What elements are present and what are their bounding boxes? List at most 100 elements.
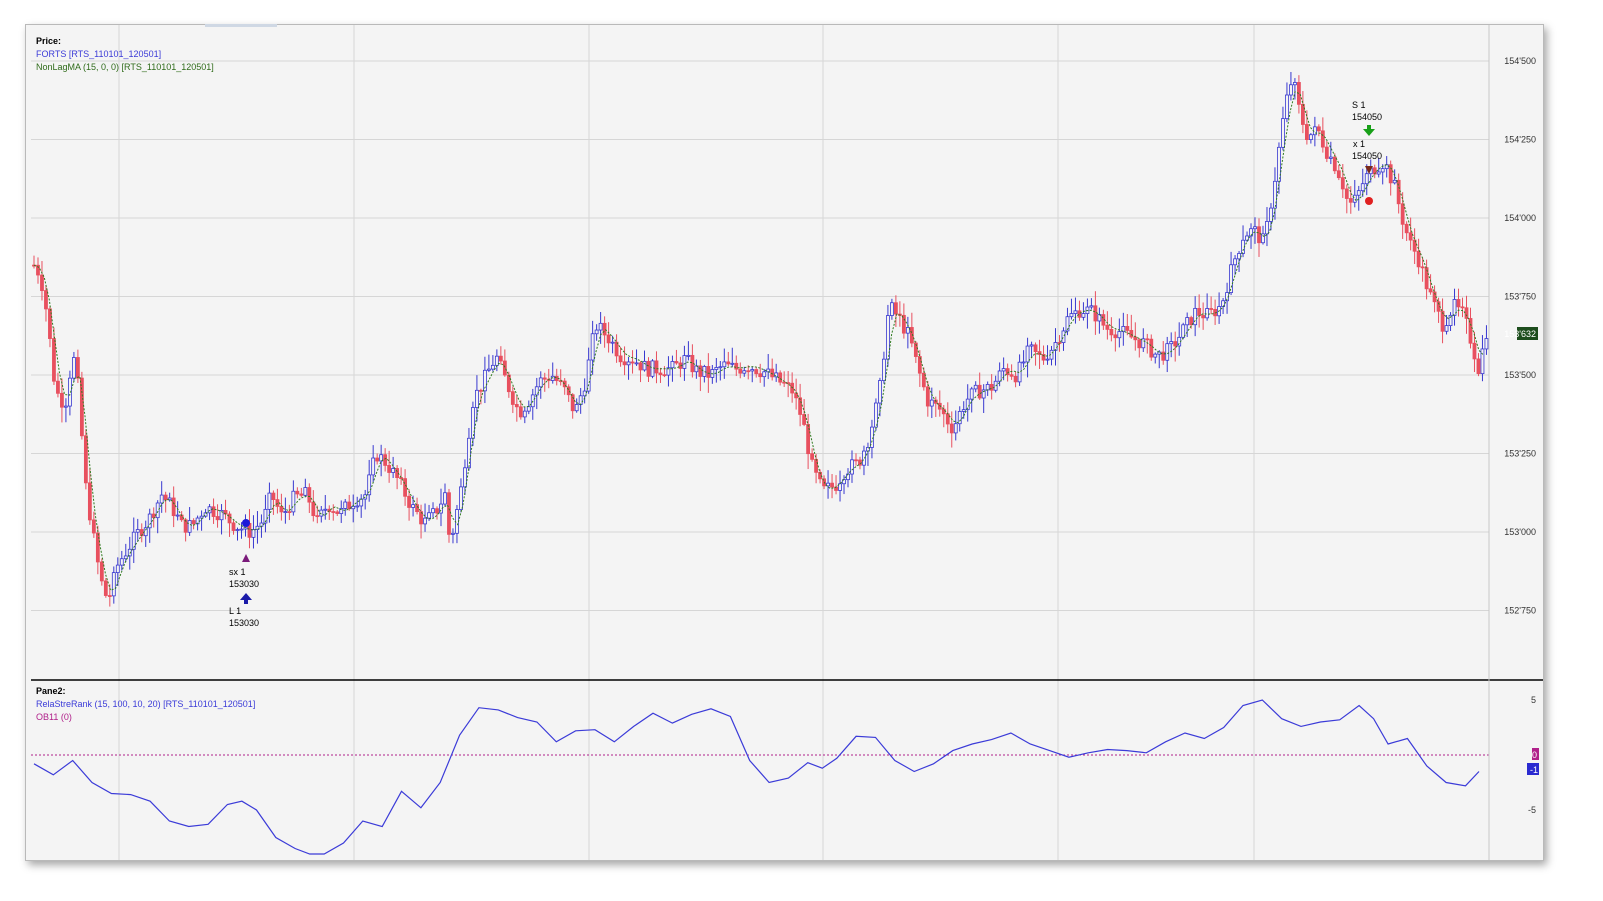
candle-down bbox=[925, 386, 930, 407]
trade-label-l-2: 153030 bbox=[229, 618, 259, 628]
candle-down bbox=[419, 511, 423, 525]
candle-up bbox=[72, 357, 76, 379]
candle-up bbox=[973, 384, 978, 390]
candle-up bbox=[642, 360, 647, 371]
candle-up bbox=[187, 520, 192, 533]
entry-marker-blue[interactable] bbox=[242, 519, 250, 527]
indicator-pane-title: Pane2: bbox=[36, 686, 66, 696]
candle-down bbox=[830, 482, 834, 488]
candle-down bbox=[1404, 223, 1409, 234]
price-tick-label: 153'750 bbox=[1504, 292, 1536, 302]
candle-down bbox=[60, 392, 64, 408]
candle-up bbox=[239, 528, 244, 531]
candle-down bbox=[913, 342, 918, 357]
candle-down bbox=[698, 365, 703, 377]
candle-down bbox=[1476, 358, 1481, 375]
candle-up bbox=[905, 327, 910, 334]
candle-up bbox=[1285, 94, 1289, 120]
candle-down bbox=[1041, 354, 1046, 361]
candle-up bbox=[985, 384, 990, 391]
candle-down bbox=[191, 520, 196, 525]
trade-label-lx-1: x 1 bbox=[1353, 139, 1365, 149]
candle-down bbox=[99, 561, 104, 582]
candle-down bbox=[79, 377, 84, 437]
candle-up bbox=[1229, 264, 1233, 293]
legend-forts[interactable]: FORTS [RTS_110101_120501] bbox=[36, 49, 162, 59]
candle-up bbox=[367, 474, 372, 496]
candle-up bbox=[1069, 313, 1074, 318]
chart-window: sx 1 153030 L 1 153030 S 1 154050 x 1 15… bbox=[25, 24, 1544, 861]
candle-down bbox=[52, 338, 56, 382]
candle-down bbox=[510, 391, 515, 405]
candle-down bbox=[1420, 266, 1425, 269]
candle-down bbox=[606, 334, 611, 344]
candle-down bbox=[383, 454, 388, 466]
last-price-badge: 153'632 bbox=[1504, 327, 1538, 340]
candle-up bbox=[219, 509, 224, 521]
candle-up bbox=[135, 529, 140, 533]
candle-down bbox=[215, 516, 220, 521]
candle-down bbox=[810, 453, 814, 460]
short-arrow-icon[interactable] bbox=[1363, 125, 1375, 136]
candle-down bbox=[1149, 338, 1154, 358]
candle-up bbox=[522, 410, 527, 418]
candle-up bbox=[1289, 84, 1293, 96]
candle-down bbox=[40, 274, 44, 291]
long-arrow-icon[interactable] bbox=[240, 593, 252, 604]
candle-up bbox=[64, 405, 68, 408]
candle-up bbox=[686, 354, 691, 357]
candle-down bbox=[56, 380, 60, 394]
indicator-tick-label: 5 bbox=[1531, 695, 1536, 705]
candle-up bbox=[1165, 343, 1170, 361]
candle-up bbox=[339, 508, 344, 514]
candle-down bbox=[945, 413, 950, 425]
candle-up bbox=[730, 362, 735, 365]
candle-down bbox=[1105, 324, 1110, 330]
candle-down bbox=[1324, 146, 1329, 159]
candle-up bbox=[1121, 326, 1126, 333]
window-tab-indicator bbox=[205, 24, 277, 27]
legend-relastrerank[interactable]: RelaStreRank (15, 100, 10, 20) [RTS_1101… bbox=[36, 699, 256, 709]
candle-up bbox=[207, 506, 212, 514]
candle-up bbox=[111, 572, 116, 597]
candle-down bbox=[542, 377, 547, 380]
candle-up bbox=[411, 504, 415, 508]
candle-up bbox=[750, 369, 755, 372]
candle-down bbox=[375, 457, 380, 462]
candle-up bbox=[1233, 258, 1237, 266]
indicator-legend: Pane2: RelaStreRank (15, 100, 10, 20) [R… bbox=[36, 685, 255, 724]
legend-ob11[interactable]: OB11 (0) bbox=[36, 712, 72, 722]
candle-up bbox=[762, 371, 767, 378]
exit-marker-red[interactable] bbox=[1365, 197, 1373, 205]
lx-arrow-icon[interactable] bbox=[1365, 166, 1373, 174]
candle-up bbox=[459, 486, 463, 510]
candle-up bbox=[175, 514, 180, 517]
candle-up bbox=[878, 380, 882, 404]
candle-up bbox=[471, 407, 475, 439]
candle-down bbox=[1077, 310, 1082, 318]
candle-down bbox=[941, 408, 946, 415]
candle-up bbox=[742, 370, 747, 374]
candle-up bbox=[1376, 171, 1381, 175]
candle-down bbox=[758, 373, 763, 378]
candle-down bbox=[1344, 188, 1349, 199]
candle-down bbox=[231, 522, 236, 531]
candle-down bbox=[1257, 226, 1261, 244]
rank-value-badge: -1 bbox=[1530, 765, 1538, 775]
legend-nonlagma[interactable]: NonLagMA (15, 0, 0) [RTS_110101_120501] bbox=[36, 62, 214, 72]
candle-down bbox=[602, 322, 607, 336]
candle-up bbox=[475, 389, 479, 408]
candle-down bbox=[315, 515, 320, 518]
candle-down bbox=[778, 372, 783, 383]
candle-down bbox=[91, 519, 96, 534]
candle-up bbox=[1261, 233, 1265, 244]
candle-up bbox=[578, 395, 583, 405]
chart-canvas[interactable]: sx 1 153030 L 1 153030 S 1 154050 x 1 15… bbox=[26, 25, 1543, 860]
candle-down bbox=[1472, 342, 1477, 360]
sx-arrow-icon[interactable] bbox=[242, 554, 250, 562]
candle-down bbox=[1197, 307, 1202, 316]
candle-up bbox=[1364, 173, 1369, 185]
candle-up bbox=[526, 406, 531, 412]
candle-up bbox=[957, 411, 962, 425]
candle-up bbox=[1141, 338, 1146, 349]
